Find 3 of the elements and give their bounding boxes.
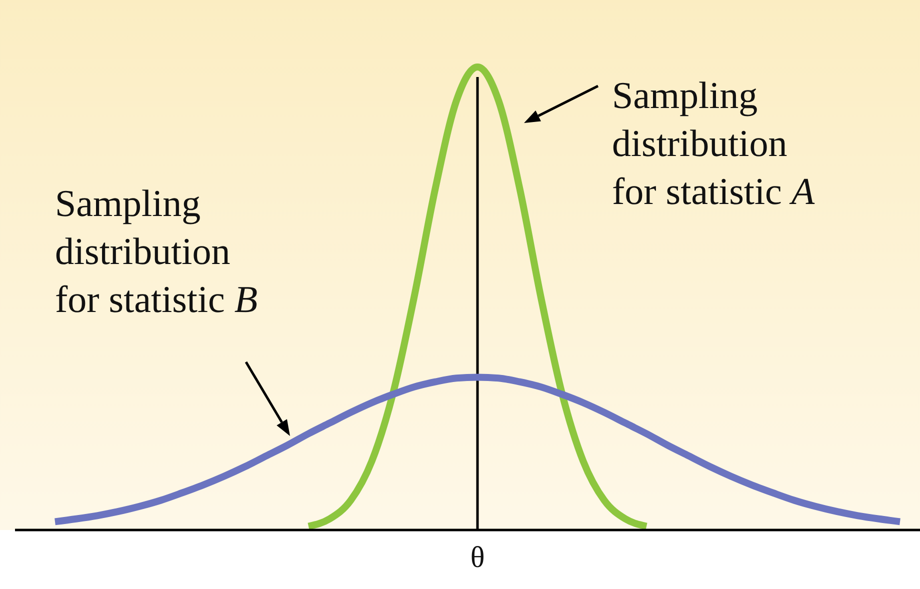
text: θ <box>470 541 485 574</box>
text: Sampling distribution for statistic B <box>55 183 258 321</box>
text: Sampling distribution for statistic A <box>612 75 816 213</box>
